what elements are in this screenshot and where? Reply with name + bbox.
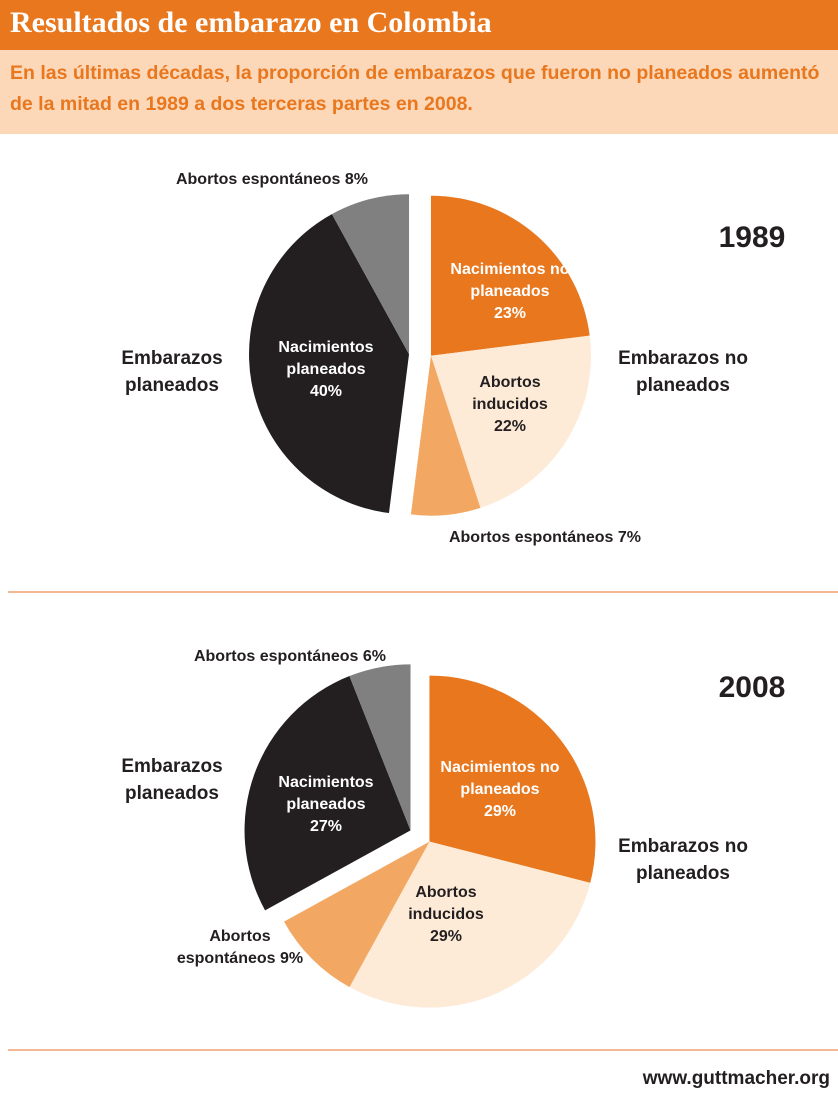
value-label: 9% [280, 950, 304, 967]
pie-slice [284, 841, 430, 988]
group-label: Embarazos no planeados [618, 836, 748, 884]
slice-label: Nacimientos planeados 27% [261, 772, 391, 838]
pie-slice [430, 195, 590, 356]
value-label: 6% [362, 648, 387, 665]
slice-label: Abortos inducidos 22% [460, 372, 560, 438]
slice-label: Nacimientos no planeados 23% [445, 259, 575, 325]
value-label: 22% [493, 418, 527, 435]
pie-slice [349, 841, 591, 1008]
slice-label: Nacimientos planeados 40% [261, 337, 391, 403]
category-label: Abortos espontáneos [175, 171, 341, 188]
pie-slice [410, 355, 481, 516]
slice-label: Abortos espontáneos 7% [395, 527, 695, 549]
title: Resultados de embarazo en Colombia [10, 6, 492, 39]
source: www.guttmacher.org [642, 1068, 830, 1089]
header: Resultados de embarazo en Colombia [0, 0, 838, 50]
value-label: 23% [493, 305, 527, 322]
pie-slice [349, 664, 411, 831]
pie-slice [244, 676, 411, 911]
value-label: 27% [309, 818, 343, 835]
category-label: Abortos espontáneos [176, 928, 276, 967]
category-label: Nacimientos no planeados [440, 759, 560, 798]
category-label: Nacimientos planeados [278, 774, 374, 813]
value-label: 7% [617, 529, 642, 546]
chart-title: 1989 [718, 221, 786, 254]
subtitle: En las últimas décadas, la proporción de… [0, 50, 838, 134]
category-label: Abortos inducidos [472, 374, 548, 413]
category-label: Abortos espontáneos [448, 529, 614, 546]
category-label: Abortos espontáneos [193, 648, 359, 665]
slice-label: Abortos espontáneos 6% [140, 646, 440, 668]
value-label: 29% [429, 928, 463, 945]
pie-slice [249, 214, 410, 514]
category-label: Abortos inducidos [408, 884, 484, 923]
value-label: 29% [483, 803, 517, 820]
category-label: Nacimientos planeados [278, 339, 374, 378]
slice-label: Abortos espontáneos 9% [170, 926, 310, 970]
group-label: Embarazos planeados [121, 348, 223, 396]
pie-slice [430, 335, 591, 508]
chart-title: 2008 [718, 671, 786, 704]
pie-slice [331, 194, 410, 355]
value-label: 40% [309, 383, 343, 400]
slice-label: Abortos espontáneos 8% [122, 169, 422, 191]
pie-slice [429, 675, 596, 883]
value-label: 8% [344, 171, 369, 188]
category-label: Nacimientos no planeados [450, 261, 570, 300]
slice-label: Abortos inducidos 29% [396, 882, 496, 948]
slice-label: Nacimientos no planeados 29% [430, 757, 570, 823]
group-label: Embarazos planeados [121, 756, 223, 804]
group-label: Embarazos no planeados [618, 348, 748, 396]
